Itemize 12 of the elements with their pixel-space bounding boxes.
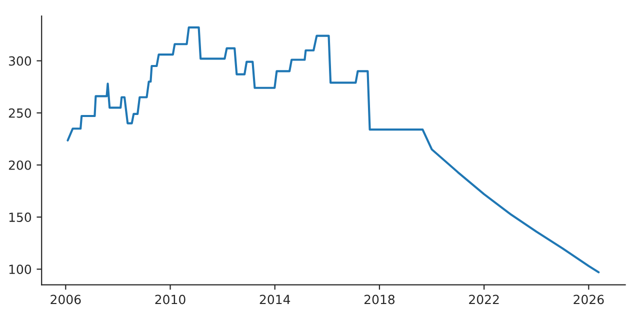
- x-tick-label: 2006: [50, 294, 81, 304]
- y-tick-label: 250: [8, 108, 32, 118]
- y-tick-label: 300: [8, 56, 32, 66]
- line-series: [66, 26, 600, 274]
- y-tick-label: 200: [8, 160, 32, 170]
- x-tick-label: 2026: [574, 294, 604, 304]
- y-tick-label: 150: [9, 212, 32, 222]
- y-tick-label: 100: [9, 264, 32, 274]
- x-tick-label: 2022: [469, 294, 499, 304]
- x-tick-label: 2010: [155, 294, 186, 304]
- x-tick-label: 2018: [364, 294, 395, 304]
- x-tick-label: 2014: [260, 294, 290, 304]
